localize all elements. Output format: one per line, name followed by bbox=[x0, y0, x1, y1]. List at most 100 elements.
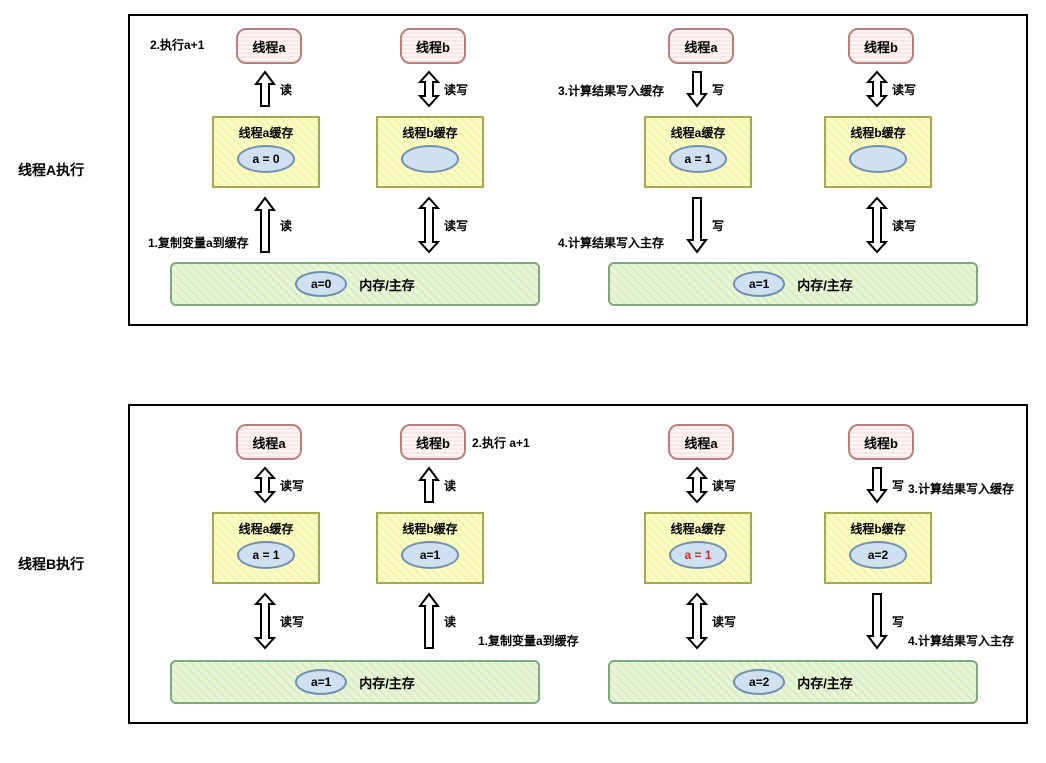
mem-label: 内存/主存 bbox=[797, 275, 853, 294]
b-left-cache-b: 线程b缓存 a=1 bbox=[376, 512, 484, 584]
b-left-thread-b: 线程b bbox=[400, 424, 466, 460]
note-a-left-top: 2.执行a+1 bbox=[150, 36, 204, 53]
thread-label: 线程a bbox=[252, 37, 285, 56]
thread-label: 线程a bbox=[684, 433, 717, 452]
note-b-right-top: 3.计算结果写入缓存 bbox=[908, 480, 1014, 497]
cache-title: 线程a缓存 bbox=[671, 520, 726, 537]
note-b-left-top: 2.执行 a+1 bbox=[472, 434, 530, 451]
arrow-b-right-ca: 读写 bbox=[686, 592, 736, 650]
arrow-label: 读 bbox=[444, 613, 456, 630]
b-right-cache-a: 线程a缓存 a = 1 bbox=[644, 512, 752, 584]
arrow-updown-icon bbox=[866, 196, 888, 254]
arrow-label: 读写 bbox=[280, 613, 304, 630]
mem-label: 内存/主存 bbox=[359, 275, 415, 294]
note-a-right-top: 3.计算结果写入缓存 bbox=[558, 82, 664, 99]
note-a-left-mid: 1.复制变量a到缓存 bbox=[148, 234, 249, 251]
a-right-cache-a: 线程a缓存 a = 1 bbox=[644, 116, 752, 188]
section-a-label: 线程A执行 bbox=[18, 160, 84, 180]
arrow-a-right-ca: 写 bbox=[686, 196, 724, 254]
arrow-a-left-ca: 读 bbox=[254, 196, 292, 254]
arrow-updown-icon bbox=[686, 592, 708, 650]
arrow-label: 写 bbox=[892, 613, 904, 630]
b-right-cache-b: 线程b缓存 a=2 bbox=[824, 512, 932, 584]
mem-oval: a=1 bbox=[733, 271, 785, 297]
arrow-up-icon bbox=[254, 70, 276, 108]
thread-label: 线程b bbox=[864, 37, 898, 56]
cache-title: 线程b缓存 bbox=[850, 520, 905, 537]
thread-label: 线程b bbox=[416, 37, 450, 56]
cache-oval: a = 1 bbox=[237, 541, 295, 569]
arrow-b-left-tb: 读 bbox=[418, 466, 456, 504]
arrow-up-icon bbox=[418, 466, 440, 504]
mem-oval: a=1 bbox=[295, 669, 347, 695]
arrow-b-left-cb: 读 bbox=[418, 592, 456, 650]
cache-title: 线程a缓存 bbox=[239, 520, 294, 537]
oval-value: a=2 bbox=[868, 548, 888, 562]
arrow-down-icon bbox=[686, 70, 708, 108]
oval-value: a = 1 bbox=[252, 548, 279, 562]
arrow-label: 读写 bbox=[712, 477, 736, 494]
arrow-b-right-ta: 读写 bbox=[686, 466, 736, 504]
arrow-down-icon bbox=[866, 466, 888, 504]
arrow-up-icon bbox=[418, 592, 440, 650]
oval-value: a=0 bbox=[311, 277, 331, 291]
arrow-label: 读 bbox=[444, 477, 456, 494]
mem-oval: a=0 bbox=[295, 271, 347, 297]
cache-title: 线程b缓存 bbox=[402, 520, 457, 537]
b-left-memory: a=1 内存/主存 bbox=[170, 660, 540, 704]
a-right-cache-b: 线程b缓存 bbox=[824, 116, 932, 188]
mem-label: 内存/主存 bbox=[797, 673, 853, 692]
cache-oval-highlight: a = 1 bbox=[669, 541, 727, 569]
a-right-thread-a: 线程a bbox=[668, 28, 734, 64]
arrow-label: 写 bbox=[892, 477, 904, 494]
oval-value: a=1 bbox=[420, 548, 440, 562]
arrow-updown-icon bbox=[254, 592, 276, 650]
arrow-label: 读写 bbox=[444, 217, 468, 234]
arrow-a-right-tb: 读写 bbox=[866, 70, 916, 108]
thread-label: 线程b bbox=[864, 433, 898, 452]
thread-label: 线程b bbox=[416, 433, 450, 452]
b-right-thread-a: 线程a bbox=[668, 424, 734, 460]
arrow-b-right-cb: 写 bbox=[866, 592, 904, 650]
b-left-cache-a: 线程a缓存 a = 1 bbox=[212, 512, 320, 584]
arrow-label: 读写 bbox=[280, 477, 304, 494]
arrow-a-left-tb: 读写 bbox=[418, 70, 468, 108]
arrow-label: 写 bbox=[712, 217, 724, 234]
a-left-cache-a: 线程a缓存 a = 0 bbox=[212, 116, 320, 188]
cache-oval: a=2 bbox=[849, 541, 907, 569]
thread-label: 线程a bbox=[684, 37, 717, 56]
arrow-label: 写 bbox=[712, 81, 724, 98]
a-left-thread-a: 线程a bbox=[236, 28, 302, 64]
oval-value: a = 0 bbox=[252, 152, 279, 166]
a-left-memory: a=0 内存/主存 bbox=[170, 262, 540, 306]
a-left-thread-b: 线程b bbox=[400, 28, 466, 64]
cache-title: 线程a缓存 bbox=[239, 124, 294, 141]
arrow-updown-icon bbox=[254, 466, 276, 504]
section-b-label: 线程B执行 bbox=[18, 554, 84, 574]
mem-oval: a=2 bbox=[733, 669, 785, 695]
arrow-label: 读写 bbox=[892, 217, 916, 234]
arrow-b-left-ta: 读写 bbox=[254, 466, 304, 504]
note-b-right-mid: 4.计算结果写入主存 bbox=[908, 632, 1014, 649]
arrow-a-left-ta: 读 bbox=[254, 70, 292, 108]
b-right-memory: a=2 内存/主存 bbox=[608, 660, 978, 704]
arrow-a-left-cb: 读写 bbox=[418, 196, 468, 254]
arrow-a-right-ta: 写 bbox=[686, 70, 724, 108]
oval-value: a = 1 bbox=[684, 548, 711, 562]
arrow-label: 读写 bbox=[892, 81, 916, 98]
cache-title: 线程a缓存 bbox=[671, 124, 726, 141]
a-right-memory: a=1 内存/主存 bbox=[608, 262, 978, 306]
b-left-thread-a: 线程a bbox=[236, 424, 302, 460]
oval-value: a=2 bbox=[749, 675, 769, 689]
arrow-down-icon bbox=[866, 592, 888, 650]
cache-oval: a = 0 bbox=[237, 145, 295, 173]
cache-oval: a = 1 bbox=[669, 145, 727, 173]
note-b-left-mid: 1.复制变量a到缓存 bbox=[478, 632, 579, 649]
a-left-cache-b: 线程b缓存 bbox=[376, 116, 484, 188]
arrow-b-right-tb: 写 bbox=[866, 466, 904, 504]
cache-title: 线程b缓存 bbox=[402, 124, 457, 141]
arrow-up-icon bbox=[254, 196, 276, 254]
b-right-thread-b: 线程b bbox=[848, 424, 914, 460]
arrow-down-icon bbox=[686, 196, 708, 254]
arrow-label: 读 bbox=[280, 81, 292, 98]
